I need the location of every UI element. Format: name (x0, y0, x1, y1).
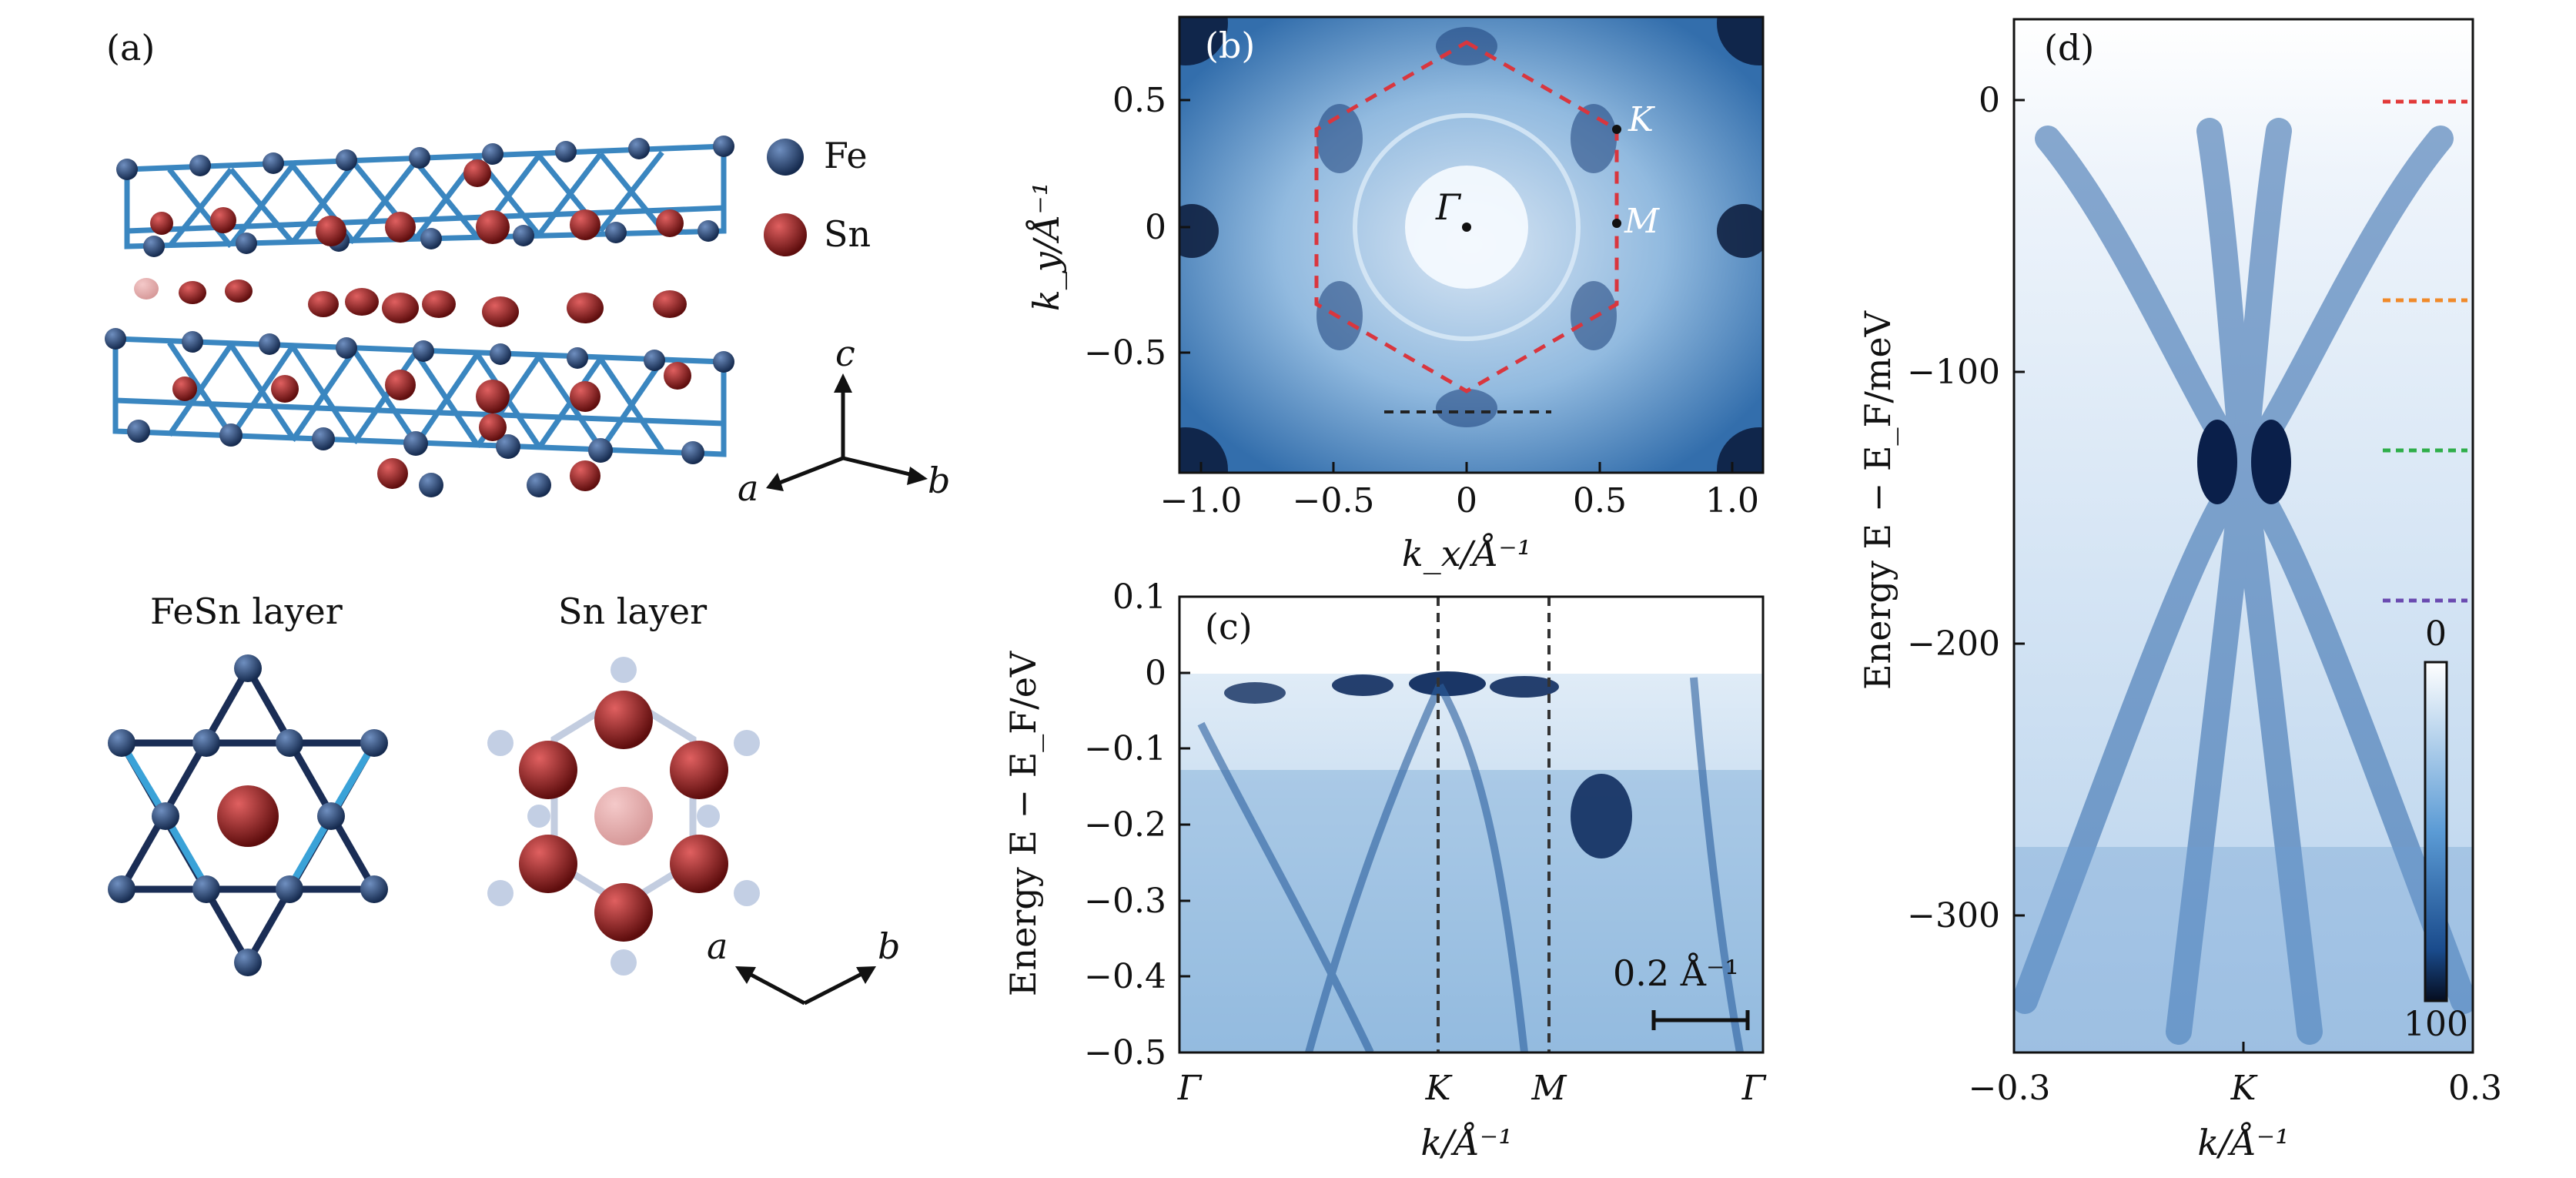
b-ytick: −0.5 (1084, 333, 1166, 373)
axis-2d-b-label: b (878, 925, 900, 967)
colorbar-min: 0 (2425, 614, 2447, 654)
panel-b: (b) Γ K M −1.0 −0.5 0 0.5 1.0 0.5 0 −0.5… (1025, 15, 1765, 574)
axis-a-label: a (738, 467, 758, 509)
d-ytick: 0 (1979, 81, 2000, 120)
scalebar-label: 0.2 Å⁻¹ (1613, 952, 1739, 994)
fesn-kagome-lattice (108, 654, 388, 976)
d-ytick: −200 (1907, 624, 2000, 664)
d-xtick: 0.3 (2448, 1069, 2502, 1108)
d-ytick: −300 (1907, 896, 2000, 935)
c-xtick: Γ (1741, 1069, 1767, 1108)
c-ytick: 0.1 (1112, 577, 1166, 617)
b-xlabel: k_x/Å⁻¹ (1402, 532, 1531, 574)
axis-b-label: b (928, 460, 950, 501)
c-ytick: −0.3 (1084, 882, 1166, 921)
m-label: M (1624, 202, 1660, 241)
arpes-gkmg-map (1179, 597, 1763, 1053)
d-xtick: K (2230, 1069, 2258, 1108)
b-xtick: 0.5 (1573, 481, 1627, 520)
c-ytick: −0.2 (1084, 805, 1166, 845)
panel-b-label: (b) (1205, 25, 1255, 66)
fesn-layer-title: FeSn layer (150, 591, 343, 632)
gamma-label: Γ (1435, 186, 1462, 228)
axis-2d-a-label: a (707, 925, 728, 967)
panel-d-xticks: −0.3 K 0.3 (1969, 1069, 2502, 1108)
panel-d-yticks: 0 −100 −200 −300 (1907, 81, 2000, 935)
axis-c-label: c (835, 333, 855, 374)
c-ytick: −0.4 (1084, 957, 1166, 996)
b-ytick: 0.5 (1112, 81, 1166, 120)
sn-legend-label: Sn (824, 213, 871, 255)
panel-d: (d) 0 100 0 −100 −200 −300 −0.3 K 0.3 (1857, 18, 2502, 1163)
panel-d-label: (d) (2044, 27, 2094, 69)
d-xtick: −0.3 (1969, 1069, 2051, 1108)
fe-legend-label: Fe (824, 135, 868, 176)
b-ylabel: k_y/Å⁻¹ (1025, 182, 1067, 311)
panel-b-yticks: 0.5 0 −0.5 (1084, 81, 1166, 373)
c-xlabel: k/Å⁻¹ (1420, 1121, 1512, 1163)
panel-c: (c) 0.2 Å⁻¹ 0.1 0 −0.1 −0.2 −0.3 −0.4 −0… (1002, 577, 1767, 1163)
crystal-structure-3d (105, 136, 734, 497)
gamma-point (1462, 223, 1471, 232)
c-ytick: 0 (1145, 654, 1166, 693)
atom-legend: Fe Sn (764, 135, 871, 256)
sn-layer-title: Sn layer (558, 591, 707, 632)
panel-a-label: (a) (106, 27, 155, 69)
b-xtick: 1.0 (1705, 481, 1759, 520)
fe-legend-icon (767, 139, 804, 176)
d-ytick: −100 (1907, 353, 2000, 392)
m-point (1612, 219, 1621, 228)
c-ylabel: Energy E − E_F/eV (1002, 651, 1044, 996)
colorbar-max: 100 (2404, 1005, 2468, 1044)
b-ytick: 0 (1145, 208, 1166, 247)
axes-3d-icon (766, 373, 928, 491)
panel-c-label: (c) (1205, 606, 1253, 648)
b-xtick: −1.0 (1160, 481, 1243, 520)
c-ytick: −0.5 (1084, 1033, 1166, 1073)
k-label: K (1628, 100, 1655, 139)
c-xtick: M (1531, 1069, 1567, 1108)
energy-markers (2383, 99, 2467, 603)
sn-legend-icon (764, 213, 807, 256)
c-xtick: Γ (1177, 1069, 1203, 1108)
panel-b-xticks: −1.0 −0.5 0 0.5 1.0 (1160, 481, 1759, 520)
arpes-k-map (2014, 19, 2473, 1053)
fermi-surface-map (1179, 17, 1763, 473)
colorbar (2424, 661, 2448, 1002)
c-xtick: K (1425, 1069, 1453, 1108)
panel-a: (a) (105, 27, 950, 1006)
sn-layer-lattice (487, 657, 760, 976)
k-point (1612, 125, 1621, 134)
b-xtick: −0.5 (1293, 481, 1375, 520)
panel-c-xticks: Γ K M Γ (1177, 1069, 1767, 1108)
panel-c-yticks: 0.1 0 −0.1 −0.2 −0.3 −0.4 −0.5 (1084, 577, 1166, 1073)
d-ylabel: Energy E − E_F/meV (1857, 310, 1899, 690)
axes-2d-icon (735, 966, 876, 1006)
c-ytick: −0.1 (1084, 729, 1166, 768)
b-xtick: 0 (1456, 481, 1477, 520)
d-xlabel: k/Å⁻¹ (2197, 1121, 2289, 1163)
